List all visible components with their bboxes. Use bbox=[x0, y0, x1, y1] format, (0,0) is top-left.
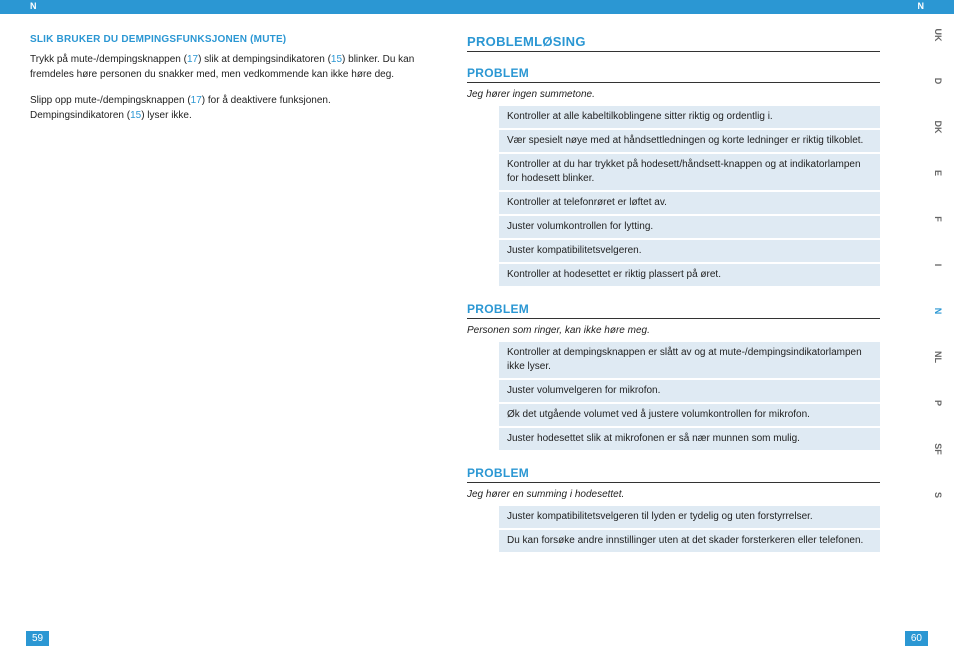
header-lang-left: N bbox=[30, 1, 37, 11]
ref-15: 15 bbox=[331, 54, 342, 65]
solution-item: Kontroller at du har trykket på hodesett… bbox=[499, 154, 880, 190]
solution-item: Øk det utgående volumet ved å justere vo… bbox=[499, 404, 880, 426]
mute-paragraph-1: Trykk på mute-/dempingsknappen (17) slik… bbox=[30, 53, 423, 82]
solution-list: Kontroller at alle kabeltilkoblingene si… bbox=[499, 106, 880, 286]
problem-heading: PROBLEM bbox=[467, 466, 880, 483]
lang-tab-nl[interactable]: NL bbox=[933, 347, 943, 367]
problems-container: PROBLEM Jeg hører ingen summetone. Kontrol… bbox=[467, 66, 880, 552]
page-number-left: 59 bbox=[26, 631, 49, 646]
solution-item: Kontroller at alle kabeltilkoblingene si… bbox=[499, 106, 880, 128]
mute-section-title: SLIK BRUKER DU DEMPINGSFUNKSJONEN (MUTE) bbox=[30, 34, 423, 45]
solution-item: Kontroller at telefonrøret er løftet av. bbox=[499, 192, 880, 214]
solution-item: Juster kompatibilitetsvelgeren. bbox=[499, 240, 880, 262]
troubleshooting-title: PROBLEMLØSING bbox=[467, 34, 880, 52]
lang-tab-dk[interactable]: DK bbox=[933, 117, 943, 137]
solution-list: Kontroller at dempingsknappen er slått a… bbox=[499, 342, 880, 450]
lang-tab-uk[interactable]: UK bbox=[933, 25, 943, 45]
problem-description: Jeg hører en summing i hodesettet. bbox=[467, 489, 880, 500]
spread-content: SLIK BRUKER DU DEMPINGSFUNKSJONEN (MUTE)… bbox=[0, 14, 954, 568]
lang-tab-d[interactable]: D bbox=[933, 71, 943, 91]
mute-paragraph-2: Slipp opp mute-/dempingsknappen (17) for… bbox=[30, 94, 423, 123]
header-lang-right: N bbox=[918, 1, 925, 11]
solution-item: Kontroller at hodesettet er riktig plass… bbox=[499, 264, 880, 286]
top-bar: N N bbox=[0, 0, 954, 14]
lang-tab-sf[interactable]: SF bbox=[933, 439, 943, 459]
problem-heading: PROBLEM bbox=[467, 302, 880, 319]
solution-item: Juster volumvelgeren for mikrofon. bbox=[499, 380, 880, 402]
solution-item: Juster kompatibilitetsvelgeren til lyden… bbox=[499, 506, 880, 528]
problem-description: Personen som ringer, kan ikke høre meg. bbox=[467, 325, 880, 336]
solution-list: Juster kompatibilitetsvelgeren til lyden… bbox=[499, 506, 880, 552]
lang-tab-i[interactable]: I bbox=[933, 255, 943, 275]
solution-item: Du kan forsøke andre innstillinger uten … bbox=[499, 530, 880, 552]
solution-item: Juster volumkontrollen for lytting. bbox=[499, 216, 880, 238]
solution-item: Kontroller at dempingsknappen er slått a… bbox=[499, 342, 880, 378]
problem-heading: PROBLEM bbox=[467, 66, 880, 83]
ref-15b: 15 bbox=[130, 110, 141, 121]
solution-item: Juster hodesettet slik at mikrofonen er … bbox=[499, 428, 880, 450]
lang-tab-f[interactable]: F bbox=[933, 209, 943, 229]
page-number-right: 60 bbox=[905, 631, 928, 646]
lang-tab-e[interactable]: E bbox=[933, 163, 943, 183]
right-page: PROBLEMLØSING PROBLEM Jeg hører ingen sum… bbox=[445, 34, 890, 568]
ref-17b: 17 bbox=[191, 95, 202, 106]
ref-17: 17 bbox=[187, 54, 198, 65]
lang-tab-p[interactable]: P bbox=[933, 393, 943, 413]
language-tabs: UKDDKEFINNLPSFS bbox=[928, 30, 948, 536]
lang-tab-n[interactable]: N bbox=[933, 301, 943, 321]
problem-description: Jeg hører ingen summetone. bbox=[467, 89, 880, 100]
left-page: SLIK BRUKER DU DEMPINGSFUNKSJONEN (MUTE)… bbox=[0, 34, 445, 568]
lang-tab-s[interactable]: S bbox=[933, 485, 943, 505]
solution-item: Vær spesielt nøye med at håndsettledning… bbox=[499, 130, 880, 152]
